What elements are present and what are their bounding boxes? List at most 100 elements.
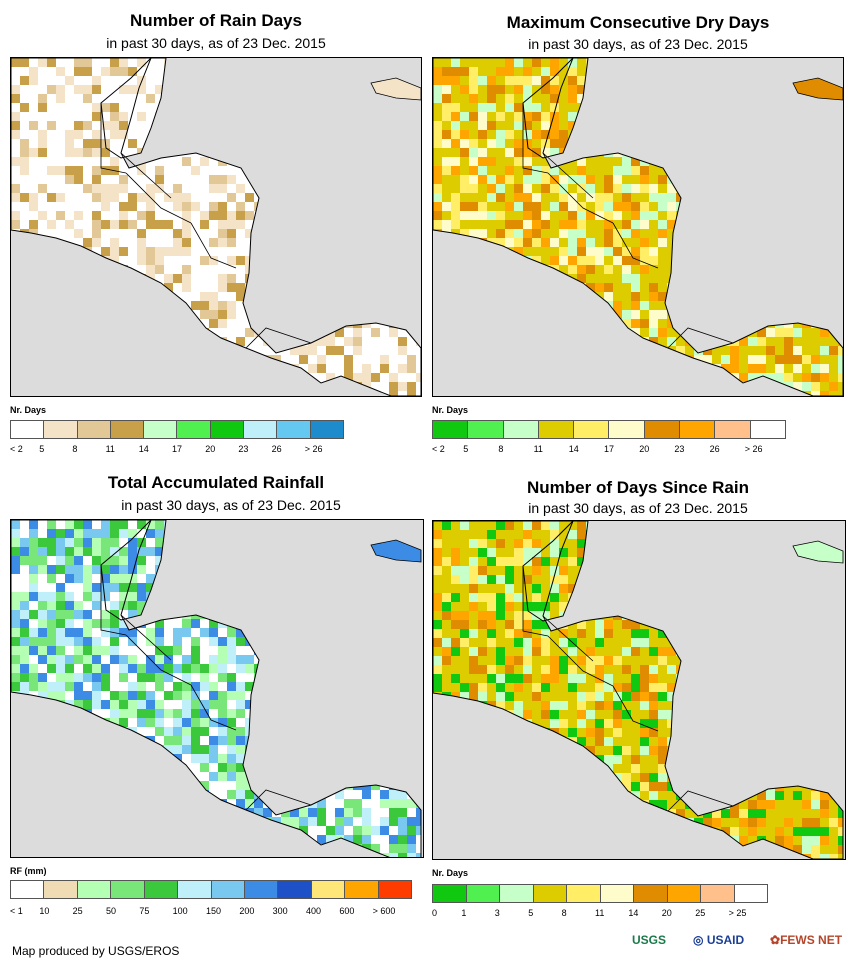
legend-label: 5 [39,444,45,454]
legend-swatch [567,885,601,902]
country-border [433,58,843,396]
country-border [433,521,844,859]
legend-swatch [433,421,469,438]
map-land-grid [11,520,421,857]
legend-swatch [500,885,534,902]
legend-label: 20 [639,444,650,454]
legend-swatch [378,881,412,898]
legend-swatch [468,421,504,438]
legend-label: 25 [72,906,83,916]
legend-label: > 26 [744,444,763,454]
country-border [100,103,127,174]
legend-label: > 600 [372,906,396,916]
legend-swatch [734,885,767,902]
country-border [120,614,172,661]
legend-label: 20 [205,444,216,454]
legend-swatch [110,421,145,438]
legend-swatch [11,881,45,898]
panel4-map [432,520,846,860]
island-jamaica [792,77,843,101]
legend-label: 8 [561,908,567,918]
legend-label: 3 [494,908,500,918]
legend-swatch [466,885,500,902]
country-border [547,172,614,224]
legend-label: < 2 [432,444,445,454]
legend-label: 11 [533,444,543,454]
country-border [245,789,312,811]
legend-swatch [533,885,567,902]
island-jamaica [370,539,422,563]
legend-swatch [574,421,610,438]
legend-label: 200 [239,906,255,916]
legend-label: 600 [339,906,355,916]
country-border [667,790,734,812]
legend-label: 300 [272,906,288,916]
legend-swatch [111,881,145,898]
panel2-subtitle: in past 30 days, as of 23 Dec. 2015 [528,36,748,52]
panel2-legend [432,420,786,439]
legend-label: 20 [661,908,672,918]
panel1-subtitle: in past 30 days, as of 23 Dec. 2015 [106,35,326,51]
country-border [190,684,237,731]
legend-label: 14 [568,444,579,454]
legend-swatch [503,421,539,438]
country-border [522,58,589,159]
panel3-map [10,519,424,858]
panel4-legend [432,884,768,903]
legend-swatch [277,421,311,438]
legend-label: < 2 [10,444,23,454]
legend-label: 150 [206,906,222,916]
panel3-legend [10,880,412,899]
country-border [667,327,734,349]
logo-usgs: USGS [632,933,667,947]
map-land-grid [433,521,843,859]
legend-swatch [644,421,681,438]
legend-swatch [177,421,211,438]
country-border [612,222,659,269]
legend-label: 26 [709,444,720,454]
legend-swatch [433,885,467,902]
panel2-title: Maximum Consecutive Dry Days [506,13,770,32]
country-border [100,565,127,636]
country-border [11,58,421,396]
legend-swatch [211,881,245,898]
legend-label: 11 [105,444,115,454]
panel3-title: Total Accumulated Rainfall [107,473,325,492]
country-border [547,635,614,687]
panel1-title: Number of Rain Days [130,11,302,30]
legend-swatch [680,421,716,438]
legend-swatch [77,881,112,898]
legend-label: 5 [463,444,469,454]
legend-label: 100 [172,906,188,916]
legend-swatch [715,421,751,438]
panel4-subtitle: in past 30 days, as of 23 Dec. 2015 [528,500,748,516]
legend-swatch [634,885,668,902]
credit-text: Map produced by USGS/EROS [12,944,180,958]
legend-swatch [667,885,701,902]
legend-swatch [278,881,312,898]
panel3-legend-title: RF (mm) [10,866,47,876]
logo-fewsnet: ✿FEWS NET [770,933,843,947]
country-border [120,152,172,199]
country-border [100,58,167,159]
legend-swatch [11,421,45,438]
country-border [522,521,589,622]
legend-swatch [244,421,278,438]
legend-label: 8 [498,444,504,454]
legend-swatch [310,421,343,438]
country-border [190,222,237,269]
legend-swatch [538,421,575,438]
panel1-map [10,57,422,397]
legend-label: 23 [238,444,249,454]
legend-label: 400 [306,906,322,916]
legend-label: 11 [595,908,605,918]
panel3-subtitle: in past 30 days, as of 23 Dec. 2015 [121,497,341,513]
panel2-legend-title: Nr. Days [432,405,469,415]
legend-label: < 1 [10,906,23,916]
legend-label: 50 [106,906,117,916]
map-land-grid [433,58,843,396]
legend-swatch [750,421,785,438]
legend-label: 10 [39,906,50,916]
legend-label: > 26 [304,444,323,454]
legend-swatch [600,885,634,902]
